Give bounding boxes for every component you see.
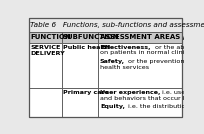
Bar: [29, 88, 62, 117]
Bar: [99, 31, 182, 43]
Text: Equity,: Equity,: [100, 104, 125, 109]
Bar: [62, 31, 99, 43]
Text: Primary care: Primary care: [63, 90, 109, 95]
Text: SUBFUNCTION: SUBFUNCTION: [63, 34, 120, 40]
Bar: [29, 43, 62, 88]
Text: Public health: Public health: [63, 45, 110, 50]
Bar: [29, 31, 62, 43]
Text: ASSESSMENT AREAS / F: ASSESSMENT AREAS / F: [100, 34, 192, 40]
Text: SERVICE
DELIVERY: SERVICE DELIVERY: [30, 45, 65, 56]
Bar: [62, 43, 99, 88]
Text: Table 6   Functions, sub-functions and assessment areas: s: Table 6 Functions, sub-functions and ass…: [30, 22, 204, 28]
Text: Effectiveness,: Effectiveness,: [100, 45, 151, 50]
Text: or the prevention of s: or the prevention of s: [126, 59, 199, 64]
Text: or the ability o: or the ability o: [153, 45, 202, 50]
Text: health services: health services: [100, 65, 149, 70]
Text: i.e. the distribution s: i.e. the distribution s: [126, 104, 195, 109]
Text: and behaviors that occur bef: and behaviors that occur bef: [100, 96, 193, 100]
Text: on patients in normal clinical: on patients in normal clinical: [100, 50, 194, 55]
Text: FUNCTION: FUNCTION: [30, 34, 71, 40]
Bar: [29, 18, 182, 31]
Bar: [99, 43, 182, 88]
Text: Safety,: Safety,: [100, 59, 125, 64]
Text: User experience,: User experience,: [100, 90, 160, 95]
Text: i.e. users' b: i.e. users' b: [161, 90, 200, 95]
Bar: [99, 88, 182, 117]
Bar: [62, 88, 99, 117]
